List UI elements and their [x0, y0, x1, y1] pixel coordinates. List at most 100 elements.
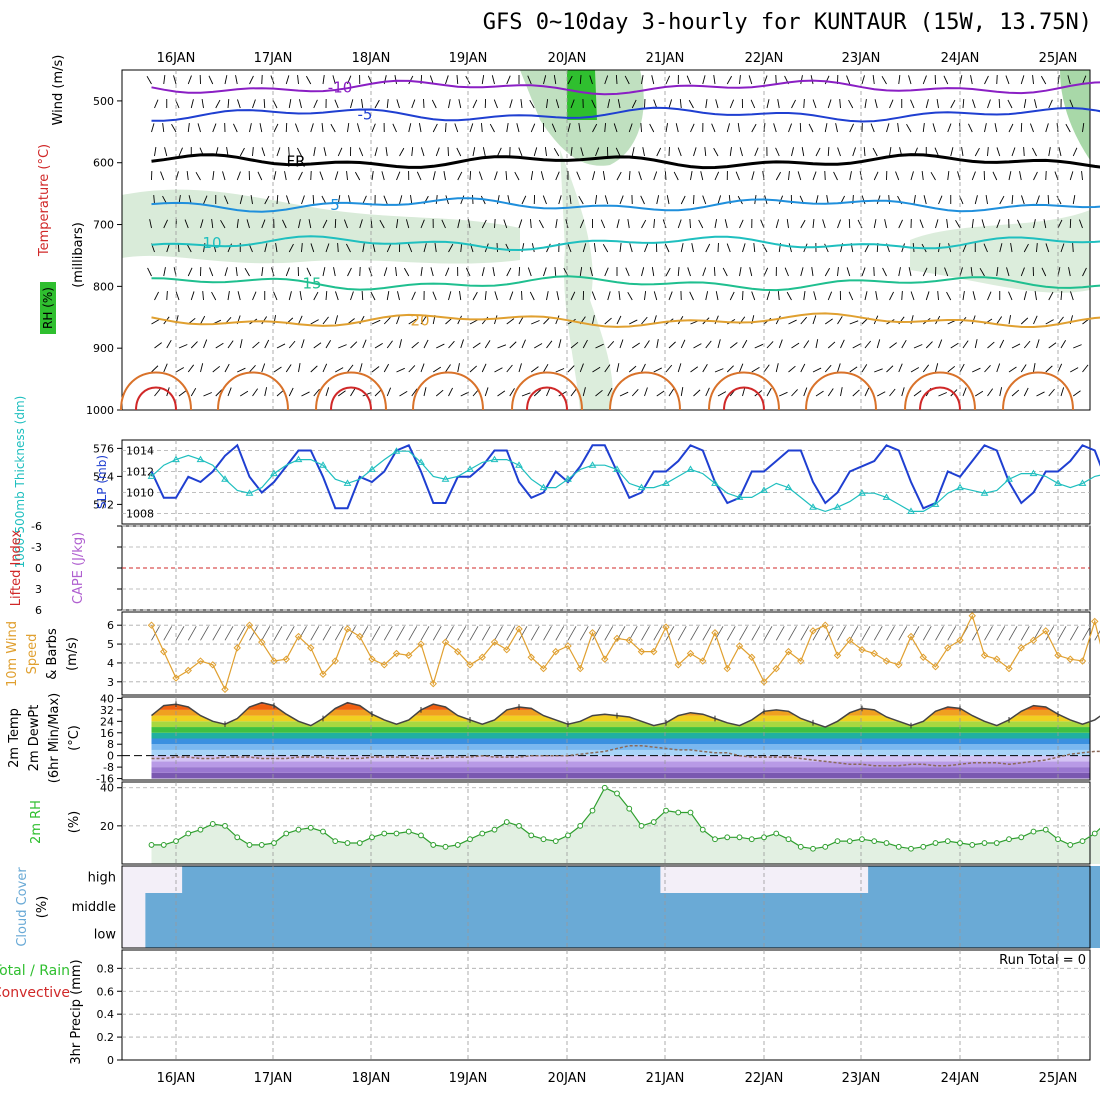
wind-barb: [546, 291, 549, 301]
wind-barb: [1017, 219, 1022, 229]
pressure-tick-label: 800: [93, 280, 114, 293]
wind-barb: [163, 219, 168, 229]
wind-barb: [970, 267, 973, 277]
isotherm-25: [1002, 371, 1074, 411]
cloud-cell-middle: [1088, 893, 1100, 921]
lifted-index-tick-label: -3: [31, 541, 42, 554]
wind-barb: [481, 75, 485, 85]
wind-barb: [546, 99, 549, 109]
cloud-cell-low: [598, 921, 612, 948]
thickness-marker: [147, 472, 156, 479]
cloud-cell-high: [341, 866, 355, 893]
rh-tick-label: 40: [100, 782, 114, 795]
wind-speed-marker: [760, 678, 768, 686]
temp-line: [151, 701, 1100, 728]
wind-barb: [595, 389, 603, 397]
rh-marker: [883, 840, 890, 846]
wind-barb: [1011, 147, 1016, 157]
wind-barb: [791, 342, 800, 349]
wind-barb: [509, 291, 514, 301]
wind-barb: [579, 363, 584, 373]
cloud-cell-low: [696, 921, 710, 948]
wind-barb: [987, 341, 995, 349]
rh-marker: [552, 838, 559, 845]
wind-barb: [506, 626, 516, 641]
cloud-cell-middle: [488, 893, 502, 921]
wind-barb: [815, 390, 824, 397]
wind-barb: [617, 99, 621, 109]
wind-barb: [800, 626, 810, 641]
wind-barb: [319, 171, 324, 181]
wind-barb: [423, 339, 429, 349]
wind-barb: [773, 123, 777, 133]
wind-barb: [411, 388, 418, 397]
wind-barb: [874, 99, 878, 109]
isotherm-30: [919, 386, 961, 411]
rh-unit-label: (%): [67, 811, 82, 834]
wind-barb: [1032, 75, 1034, 85]
cloud-cell-middle: [990, 893, 1004, 921]
wind-barb: [616, 219, 620, 229]
rh-marker: [626, 805, 633, 812]
wind-barb: [288, 340, 296, 349]
wind-barb: [589, 75, 593, 85]
wind-barb: [673, 171, 679, 181]
wind-barb: [227, 98, 230, 109]
wind-barb: [359, 363, 363, 373]
wind-barb: [895, 171, 900, 181]
wind-barb: [383, 317, 391, 325]
wind-barb: [213, 243, 217, 253]
wind-barb: [227, 291, 230, 301]
wind-barb: [553, 147, 560, 157]
rh-marker: [467, 836, 473, 843]
day-label-bottom: 17JAN: [254, 1071, 293, 1086]
wind-barb: [943, 75, 949, 85]
slp-axis-label: SLP (mb): [95, 455, 109, 509]
cloud-cell-high: [978, 866, 992, 893]
wind-barb: [445, 122, 447, 133]
cloud-cell-low: [525, 921, 538, 948]
wind-barb: [955, 219, 961, 229]
wind-barb: [276, 343, 286, 349]
wind-barb: [224, 267, 228, 277]
wind-barb: [359, 219, 363, 229]
cloud-cell-low: [623, 921, 636, 948]
wind-barb: [347, 123, 350, 133]
wind-barb: [481, 122, 483, 133]
cloud-cell-low: [831, 921, 845, 948]
wind-barb: [775, 219, 780, 229]
cloud-cell-low: [292, 921, 306, 948]
wind-barb: [615, 147, 621, 157]
cloud-cell-middle: [843, 893, 857, 921]
wind-barb: [925, 291, 930, 301]
wind-barb: [288, 243, 294, 253]
wind-barb: [310, 626, 320, 641]
cloud-cell-middle: [561, 893, 575, 921]
wind-barb: [999, 339, 1005, 349]
wind-barb: [350, 291, 354, 301]
temp-tick-label: 16: [100, 727, 114, 740]
cloud-cell-high: [231, 866, 244, 893]
cloud-cell-low: [341, 921, 355, 948]
wind-barb: [273, 626, 283, 641]
wind-barb: [937, 290, 939, 301]
cloud-cell-middle: [463, 893, 477, 921]
cloud-cell-low: [855, 921, 869, 948]
day-label-top: 21JAN: [646, 51, 685, 66]
wind-barb: [653, 367, 662, 373]
wind-barb: [203, 339, 208, 349]
wind-barb: [962, 340, 969, 349]
wind-barb: [726, 365, 734, 373]
wind-barb: [797, 171, 802, 181]
wind-barb: [361, 99, 364, 109]
temp-band: [151, 744, 1090, 750]
cloud-cell-high: [561, 866, 575, 893]
wind-barb: [922, 364, 930, 373]
cloud-cell-low: [647, 921, 661, 948]
wind-barb: [863, 146, 866, 157]
wind-barb: [959, 363, 965, 373]
wind-speed-marker: [674, 661, 682, 669]
isotherm-25: [708, 371, 780, 411]
wind-barb: [604, 364, 611, 373]
cloud-cell-high: [427, 866, 440, 893]
